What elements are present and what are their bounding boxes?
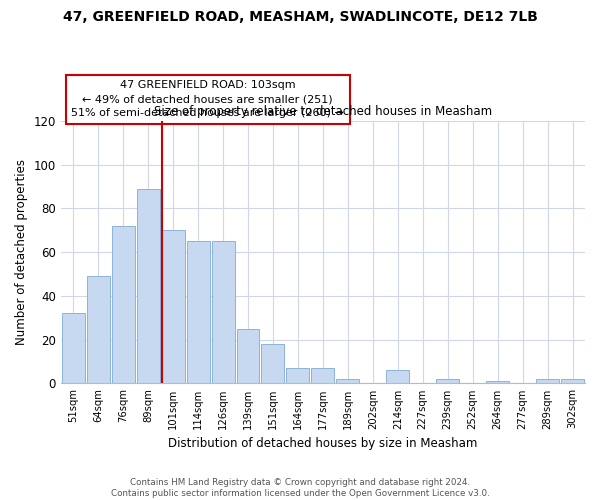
Bar xyxy=(62,314,85,384)
Text: 47 GREENFIELD ROAD: 103sqm
← 49% of detached houses are smaller (251)
51% of sem: 47 GREENFIELD ROAD: 103sqm ← 49% of deta… xyxy=(71,80,344,118)
Bar xyxy=(187,241,209,384)
Bar xyxy=(112,226,134,384)
Text: 47, GREENFIELD ROAD, MEASHAM, SWADLINCOTE, DE12 7LB: 47, GREENFIELD ROAD, MEASHAM, SWADLINCOT… xyxy=(62,10,538,24)
X-axis label: Distribution of detached houses by size in Measham: Distribution of detached houses by size … xyxy=(168,437,478,450)
Bar xyxy=(436,379,459,384)
Bar xyxy=(311,368,334,384)
Bar xyxy=(161,230,185,384)
Text: Contains HM Land Registry data © Crown copyright and database right 2024.
Contai: Contains HM Land Registry data © Crown c… xyxy=(110,478,490,498)
Bar xyxy=(386,370,409,384)
Bar xyxy=(286,368,310,384)
Bar xyxy=(87,276,110,384)
Bar xyxy=(236,328,259,384)
Title: Size of property relative to detached houses in Measham: Size of property relative to detached ho… xyxy=(154,106,492,118)
Bar xyxy=(486,381,509,384)
Bar xyxy=(212,241,235,384)
Y-axis label: Number of detached properties: Number of detached properties xyxy=(15,159,28,345)
Bar xyxy=(262,344,284,384)
Bar xyxy=(536,379,559,384)
Bar xyxy=(337,379,359,384)
Bar xyxy=(561,379,584,384)
Bar xyxy=(137,188,160,384)
